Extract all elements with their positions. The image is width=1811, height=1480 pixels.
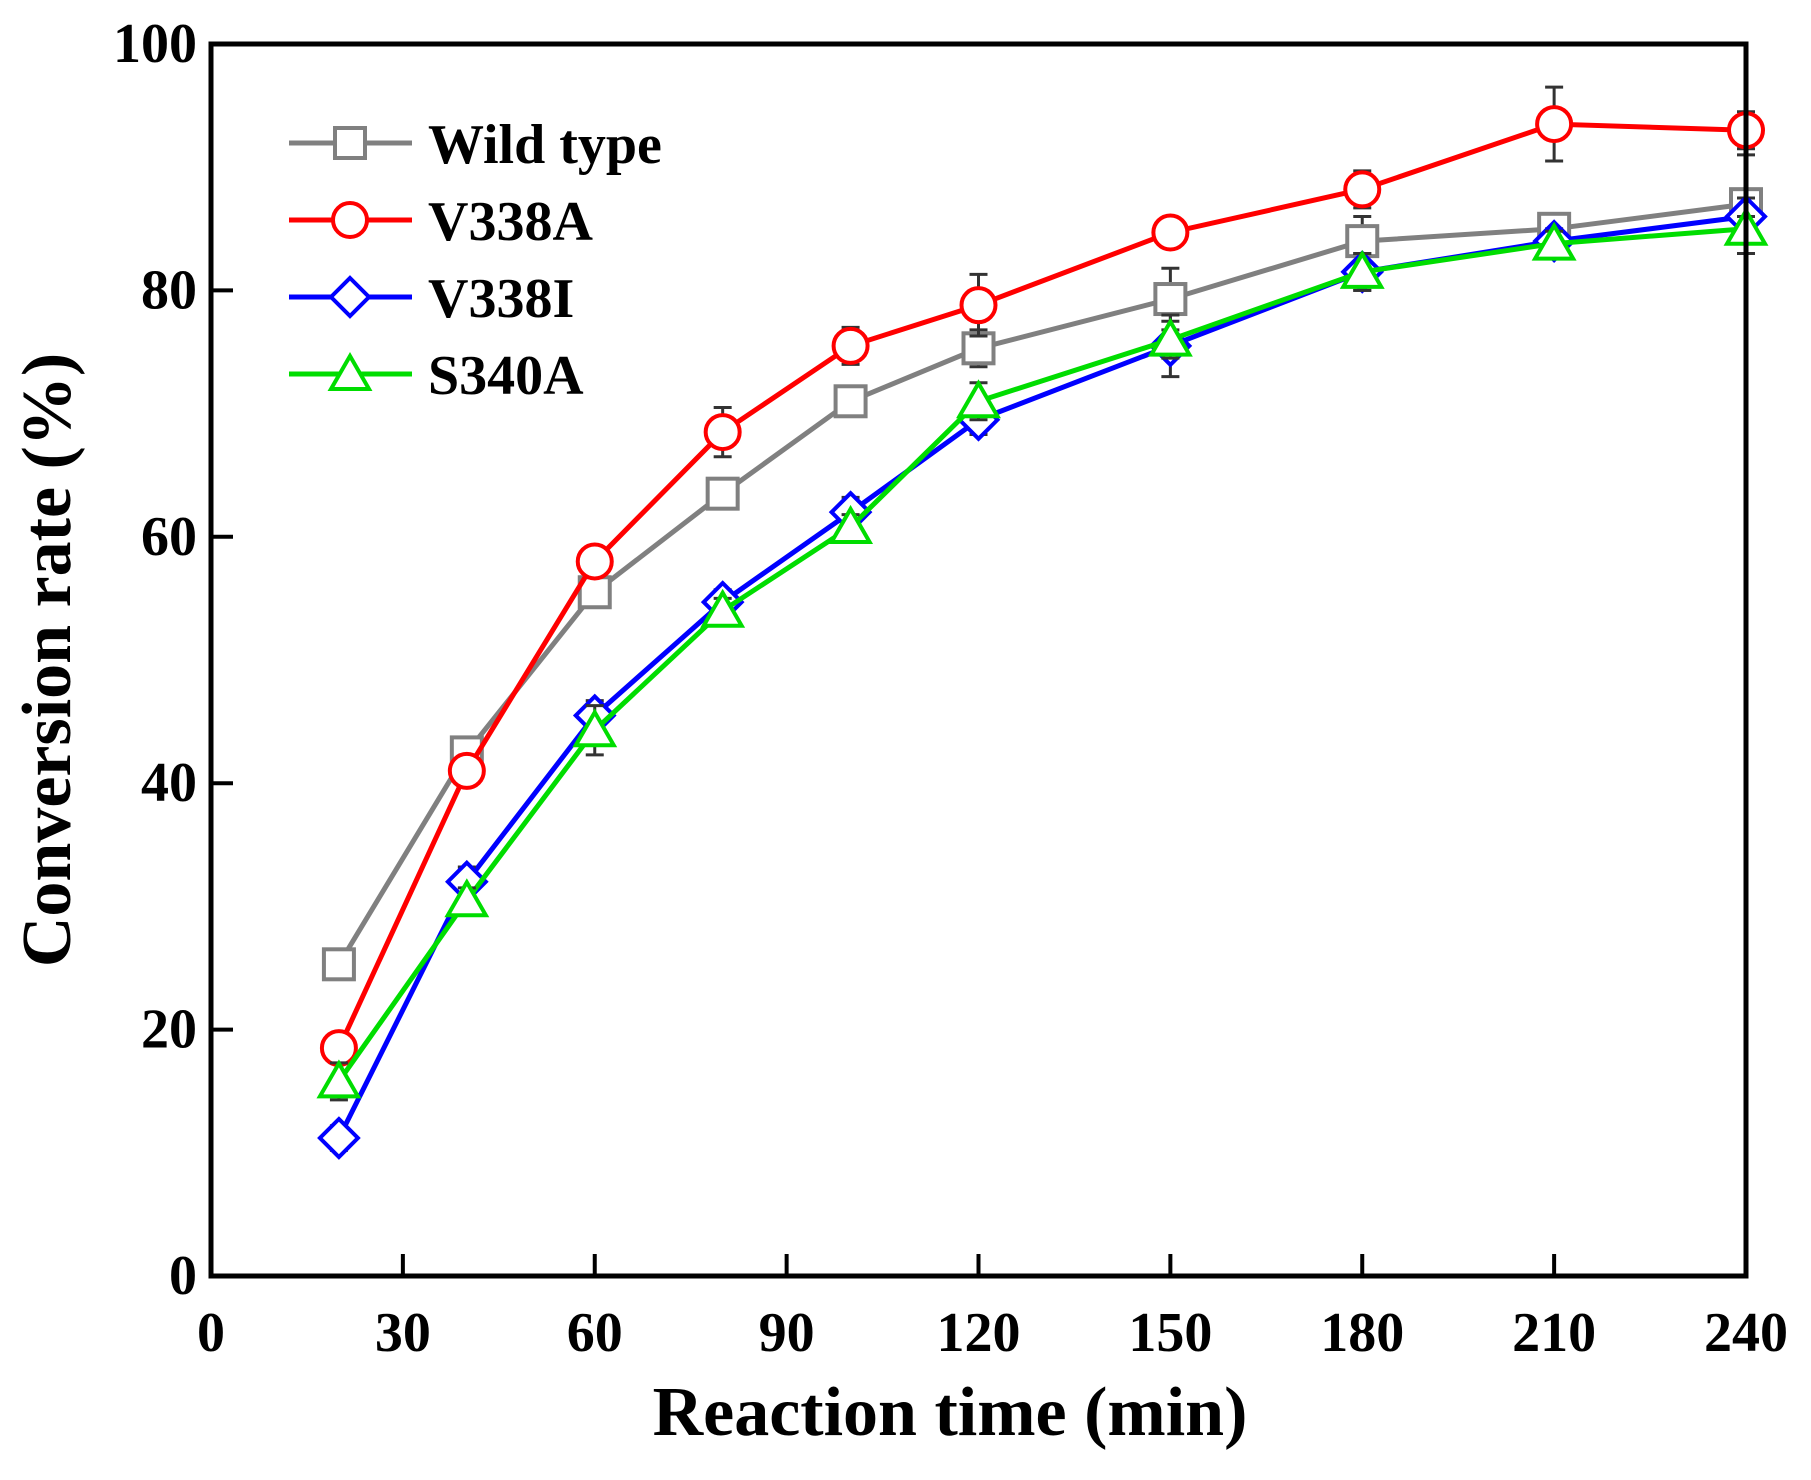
series-s340a	[316, 206, 1769, 1102]
x-axis-label: Reaction time (min)	[653, 1374, 1248, 1451]
square-marker	[1153, 282, 1188, 317]
triangle-marker	[1147, 317, 1193, 357]
circle-marker	[959, 286, 998, 325]
legend-item: S340A	[289, 345, 584, 407]
square-marker	[321, 947, 356, 982]
triangle-marker	[572, 708, 618, 748]
square-marker	[833, 384, 868, 419]
circle-marker	[831, 326, 870, 365]
circle-marker	[331, 201, 369, 239]
y-tick-label: 20	[141, 999, 197, 1061]
y-tick-label: 0	[169, 1245, 197, 1307]
legend-item: V338I	[289, 268, 574, 330]
y-tick-label: 80	[141, 259, 197, 321]
x-tick-label: 60	[567, 1302, 623, 1364]
triangle-marker	[1531, 221, 1577, 261]
circle-marker	[1535, 105, 1574, 144]
circle-marker	[703, 413, 742, 452]
x-tick-label: 0	[197, 1302, 225, 1364]
diamond-marker	[328, 275, 372, 319]
triangle-marker	[444, 878, 490, 918]
x-tick-label: 30	[375, 1302, 431, 1364]
y-tick-label: 100	[113, 13, 197, 75]
x-tick-label: 120	[937, 1302, 1021, 1364]
legend-label: V338A	[428, 191, 593, 253]
triangle-marker	[316, 1059, 362, 1099]
series-v338i	[317, 194, 1768, 1160]
series-line	[336, 121, 1747, 1050]
circle-marker	[1151, 213, 1190, 252]
y-tick-label: 60	[141, 506, 197, 568]
legend-label: Wild type	[428, 114, 662, 176]
circle-marker	[575, 542, 614, 581]
x-tick-label: 240	[1704, 1302, 1788, 1364]
triangle-marker	[1339, 249, 1385, 289]
series-line	[336, 226, 1747, 1083]
triangle-marker	[327, 351, 373, 391]
x-tick-label: 180	[1320, 1302, 1404, 1364]
x-tick-label: 90	[759, 1302, 815, 1364]
square-marker	[333, 126, 367, 160]
y-axis-label: Conversion rate (%)	[9, 353, 86, 967]
x-tick-label: 150	[1128, 1302, 1212, 1364]
y-tick-label: 40	[141, 752, 197, 814]
series-line	[336, 201, 1747, 966]
x-tick-label: 210	[1512, 1302, 1596, 1364]
triangle-marker	[700, 588, 746, 628]
legend-item: Wild type	[289, 114, 662, 176]
legend-label: S340A	[428, 345, 584, 407]
legend-item: V338A	[289, 191, 593, 253]
circle-marker	[1343, 170, 1382, 209]
legend: Wild type V338A V338I S340A	[289, 114, 662, 407]
square-marker	[705, 476, 740, 511]
diamond-marker	[317, 1116, 361, 1160]
square-marker	[961, 331, 996, 366]
triangle-marker	[828, 504, 874, 544]
circle-marker	[447, 751, 486, 790]
triangle-marker	[956, 379, 1001, 419]
legend-label: V338I	[428, 268, 574, 330]
